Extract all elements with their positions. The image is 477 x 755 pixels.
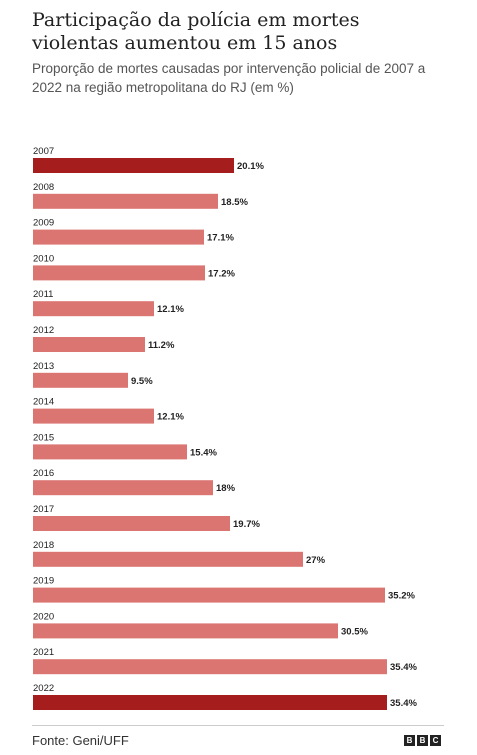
year-label: 2015: [33, 432, 54, 443]
year-label: 2009: [33, 218, 54, 229]
value-label: 12.1%: [157, 304, 184, 315]
year-label: 2022: [33, 683, 54, 694]
value-label: 35.2%: [388, 591, 415, 602]
value-label: 30.5%: [341, 626, 368, 637]
bar: [33, 408, 154, 424]
bar: [33, 695, 387, 710]
chart-subtitle: Proporção de mortes causadas por interve…: [32, 61, 426, 95]
bar: [33, 372, 128, 388]
year-label: 2010: [33, 253, 54, 264]
bar-chart: 2007 20.1% 2008 18.5% 2009 17.1% 2010 17.2% 2011…: [0, 140, 477, 720]
value-label: 20.1%: [237, 161, 264, 172]
bbc-logo-letter: B: [404, 735, 415, 746]
bar: [33, 444, 187, 460]
bar: [33, 623, 338, 639]
bar: [33, 516, 230, 531]
bar: [33, 265, 205, 281]
value-label: 18%: [216, 483, 236, 494]
bar: [33, 158, 234, 173]
bar: [33, 587, 385, 603]
bbc-logo: B B C: [404, 735, 441, 746]
bbc-logo-letter: C: [430, 735, 441, 746]
bar: [33, 551, 303, 567]
value-label: 27%: [306, 555, 326, 566]
bar: [33, 193, 218, 209]
value-label: 35.4%: [390, 662, 417, 673]
year-label: 2018: [33, 540, 54, 551]
value-label: 15.4%: [190, 447, 217, 458]
bbc-logo-letter: B: [417, 735, 428, 746]
value-label: 9.5%: [131, 376, 153, 387]
year-label: 2012: [33, 325, 54, 336]
year-label: 2011: [33, 289, 53, 300]
value-label: 11.2%: [148, 340, 175, 351]
year-label: 2014: [33, 397, 54, 408]
value-label: 17.1%: [207, 233, 234, 244]
value-label: 18.5%: [221, 197, 248, 208]
value-label: 17.2%: [208, 268, 235, 279]
year-label: 2007: [33, 146, 54, 157]
value-label: 12.1%: [157, 412, 184, 423]
year-label: 2013: [33, 361, 54, 372]
year-label: 2017: [33, 504, 54, 515]
bar: [33, 659, 387, 675]
source-note: Fonte: Geni/UFF: [32, 733, 129, 748]
bar: [33, 480, 213, 496]
bar: [33, 229, 204, 245]
year-label: 2020: [33, 611, 54, 622]
year-label: 2021: [33, 647, 54, 658]
year-label: 2008: [33, 182, 54, 193]
chart-title: Participação da polícia em mortes violen…: [32, 9, 360, 54]
year-label: 2019: [33, 576, 54, 587]
value-label: 19.7%: [233, 519, 260, 530]
footer-divider: [32, 725, 444, 726]
year-label: 2016: [33, 468, 54, 479]
bar-chart-svg: 2007 20.1% 2008 18.5% 2009 17.1% 2010 17.2% 2011…: [33, 146, 417, 710]
bar: [33, 301, 154, 317]
value-label: 35.4%: [390, 698, 417, 709]
bar: [33, 337, 145, 352]
